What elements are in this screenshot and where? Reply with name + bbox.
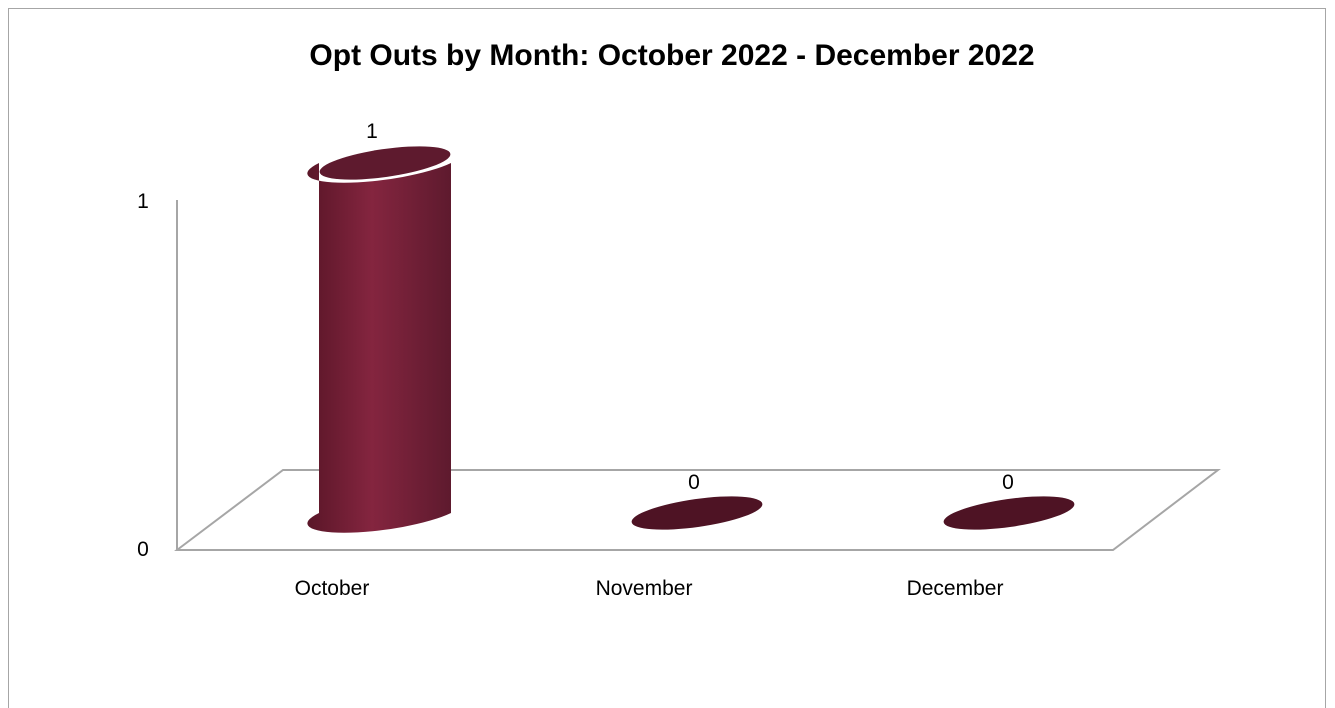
bar-body [307,163,451,533]
data-label: 0 [688,471,700,494]
bar-top [319,146,451,180]
data-labels: 1 0 0 [366,120,1014,494]
x-tick-label: December [907,577,1004,600]
chart-frame [8,8,1326,708]
bar-series [307,146,1075,533]
data-label: 0 [1002,471,1014,494]
chart-axes [174,200,1221,551]
chart-title: Opt Outs by Month: October 2022 - Decemb… [309,39,1034,72]
bar-november [631,496,763,530]
x-tick-labels: October November December [295,577,1004,600]
bar-december [943,496,1075,530]
x-tick-label: November [596,577,693,600]
floor-plane [174,469,1221,551]
y-tick-label: 1 [137,190,149,213]
bar-top [943,496,1075,530]
x-tick-label: October [295,577,370,600]
y-tick-label: 0 [137,538,149,561]
bar-october [307,146,451,533]
data-label: 1 [366,120,378,143]
bar-top [631,496,763,530]
y-tick-labels: 0 1 [137,190,149,561]
